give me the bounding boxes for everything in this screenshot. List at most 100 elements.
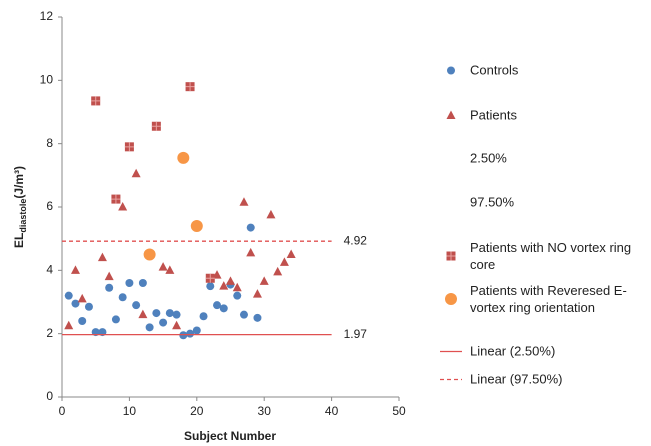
point xyxy=(143,248,156,261)
point xyxy=(91,96,101,106)
point xyxy=(219,281,229,290)
point xyxy=(206,282,215,291)
y-tick-label: 2 xyxy=(46,326,53,340)
legend-symbol xyxy=(446,251,456,261)
point xyxy=(111,194,121,204)
point xyxy=(165,309,174,318)
legend-entry: Linear (2.50%) xyxy=(440,343,645,360)
point xyxy=(172,320,182,330)
point xyxy=(159,318,168,327)
point xyxy=(77,293,87,303)
point xyxy=(145,323,154,332)
y-tick-label: 0 xyxy=(46,389,53,403)
legend-symbol xyxy=(440,350,462,352)
point xyxy=(279,257,289,266)
point xyxy=(70,265,80,274)
legend-label: Patients with Reveresed E-vortex ring or… xyxy=(470,283,627,315)
legend-symbol xyxy=(440,195,462,209)
legend-symbol xyxy=(447,66,455,74)
point xyxy=(177,151,190,164)
point xyxy=(131,168,141,178)
y-tick-label: 8 xyxy=(46,136,53,150)
point xyxy=(253,313,262,322)
point xyxy=(219,304,228,313)
point xyxy=(71,299,80,308)
point xyxy=(446,251,456,261)
point xyxy=(246,247,256,257)
point xyxy=(78,317,87,325)
legend-symbol xyxy=(445,293,457,305)
point xyxy=(246,223,255,232)
legend-label: Patients with NO vortex ring core xyxy=(470,240,632,272)
legend-symbol xyxy=(440,378,462,380)
point xyxy=(266,209,276,219)
point xyxy=(186,329,195,338)
point xyxy=(118,293,127,302)
point xyxy=(190,220,203,232)
square-hatch xyxy=(205,273,215,283)
point xyxy=(165,265,175,274)
legend-entry: Patients with NO vortex ring core xyxy=(440,239,645,273)
y-title-unit: (J/m³) xyxy=(12,166,26,199)
y-title-sub: diastole xyxy=(18,199,28,233)
point xyxy=(138,279,147,287)
legend-label: 97.50% xyxy=(470,194,515,210)
point xyxy=(64,291,73,300)
x-tick-label: 30 xyxy=(258,404,272,418)
point xyxy=(125,279,134,287)
y-tick-label: 6 xyxy=(46,199,53,213)
point xyxy=(138,309,148,319)
legend-entry: Linear (97.50%) xyxy=(440,371,645,388)
point xyxy=(118,202,128,211)
point xyxy=(124,142,134,152)
y-tick-label: 4 xyxy=(46,263,53,277)
legend-entry: Patients with Reveresed E-vortex ring or… xyxy=(440,282,645,316)
legend-symbol xyxy=(440,151,462,165)
point xyxy=(192,326,201,335)
x-tick-label: 50 xyxy=(392,404,406,418)
legend-entry: 2.50% xyxy=(440,150,645,167)
x-tick-label: 20 xyxy=(190,404,204,418)
legend-entry: Patients xyxy=(440,107,645,124)
point xyxy=(132,301,141,310)
point xyxy=(259,276,269,285)
point xyxy=(104,271,114,281)
legend-label: Patients xyxy=(470,107,517,123)
point xyxy=(64,320,74,330)
x-axis-title: Subject Number xyxy=(184,429,276,443)
line-value-label: 4.92 xyxy=(344,233,368,247)
point xyxy=(205,273,215,283)
legend-label: 2.50% xyxy=(470,150,507,166)
point xyxy=(105,283,114,292)
point xyxy=(97,252,107,262)
point xyxy=(446,110,456,119)
point xyxy=(232,282,242,292)
square-hatch xyxy=(151,121,161,131)
legend-label: Linear (97.50%) xyxy=(470,371,563,387)
line-value-label: 1.97 xyxy=(344,327,368,341)
point xyxy=(286,249,296,258)
y-tick-label: 12 xyxy=(40,9,54,23)
square-hatch xyxy=(185,82,195,92)
y-axis-title: ELdiastole(J/m³) xyxy=(12,166,28,248)
legend-symbol xyxy=(446,110,456,119)
point xyxy=(172,310,181,319)
point xyxy=(445,293,457,305)
x-tick-label: 40 xyxy=(325,404,339,418)
point xyxy=(185,82,195,92)
x-tick-label: 0 xyxy=(59,404,66,418)
point xyxy=(213,301,222,310)
legend-label: Controls xyxy=(470,62,519,78)
y-tick-label: 10 xyxy=(40,73,54,87)
point xyxy=(151,121,161,131)
square-hatch xyxy=(111,194,121,204)
square-hatch xyxy=(91,96,101,106)
legend-label: Linear (2.50%) xyxy=(470,343,556,359)
point xyxy=(239,197,249,206)
square-hatch xyxy=(124,142,134,152)
point xyxy=(447,66,455,74)
point xyxy=(84,302,93,311)
x-tick-label: 10 xyxy=(123,404,137,418)
